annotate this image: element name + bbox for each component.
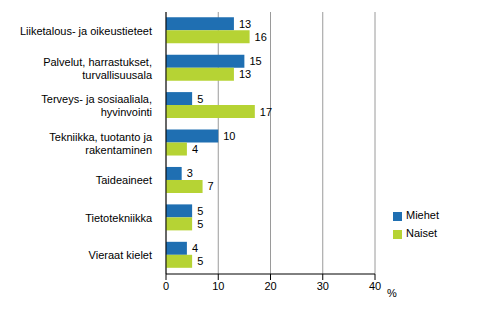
- svg-text:Liiketalous- ja oikeustieteet: Liiketalous- ja oikeustieteet: [20, 25, 152, 37]
- svg-text:5: 5: [197, 205, 203, 217]
- svg-text:Vieraat kielet: Vieraat kielet: [89, 249, 152, 261]
- svg-text:10: 10: [223, 130, 235, 142]
- svg-text:Tekniikka, tuotanto jarakentam: Tekniikka, tuotanto jarakentaminen: [49, 131, 153, 156]
- svg-text:16: 16: [255, 31, 267, 43]
- svg-text:7: 7: [208, 180, 214, 192]
- svg-text:Palvelut, harrastukset,turvall: Palvelut, harrastukset,turvallisuusala: [43, 56, 153, 81]
- svg-text:0: 0: [163, 280, 169, 292]
- svg-text:Terveys- ja sosiaaliala,hyvinv: Terveys- ja sosiaaliala,hyvinvointi: [41, 93, 152, 118]
- svg-text:13: 13: [239, 18, 251, 30]
- svg-text:Taideaineet: Taideaineet: [96, 174, 152, 186]
- svg-text:15: 15: [249, 55, 261, 67]
- svg-text:4: 4: [192, 242, 198, 254]
- svg-text:%: %: [387, 287, 397, 299]
- svg-text:3: 3: [187, 167, 193, 179]
- svg-text:13: 13: [239, 68, 251, 80]
- html-text:Miehet: Miehet: [406, 209, 439, 221]
- svg-text:5: 5: [197, 255, 203, 267]
- svg-text:40: 40: [369, 280, 381, 292]
- svg-text:Tietotekniikka: Tietotekniikka: [85, 212, 153, 224]
- svg-text:10: 10: [212, 280, 224, 292]
- svg-text:4: 4: [192, 143, 198, 155]
- svg-text:30: 30: [317, 280, 329, 292]
- html-text:Naiset: Naiset: [406, 227, 438, 239]
- svg-text:5: 5: [197, 93, 203, 105]
- svg-text:5: 5: [197, 218, 203, 230]
- svg-text:17: 17: [260, 106, 272, 118]
- svg-text:20: 20: [264, 280, 276, 292]
